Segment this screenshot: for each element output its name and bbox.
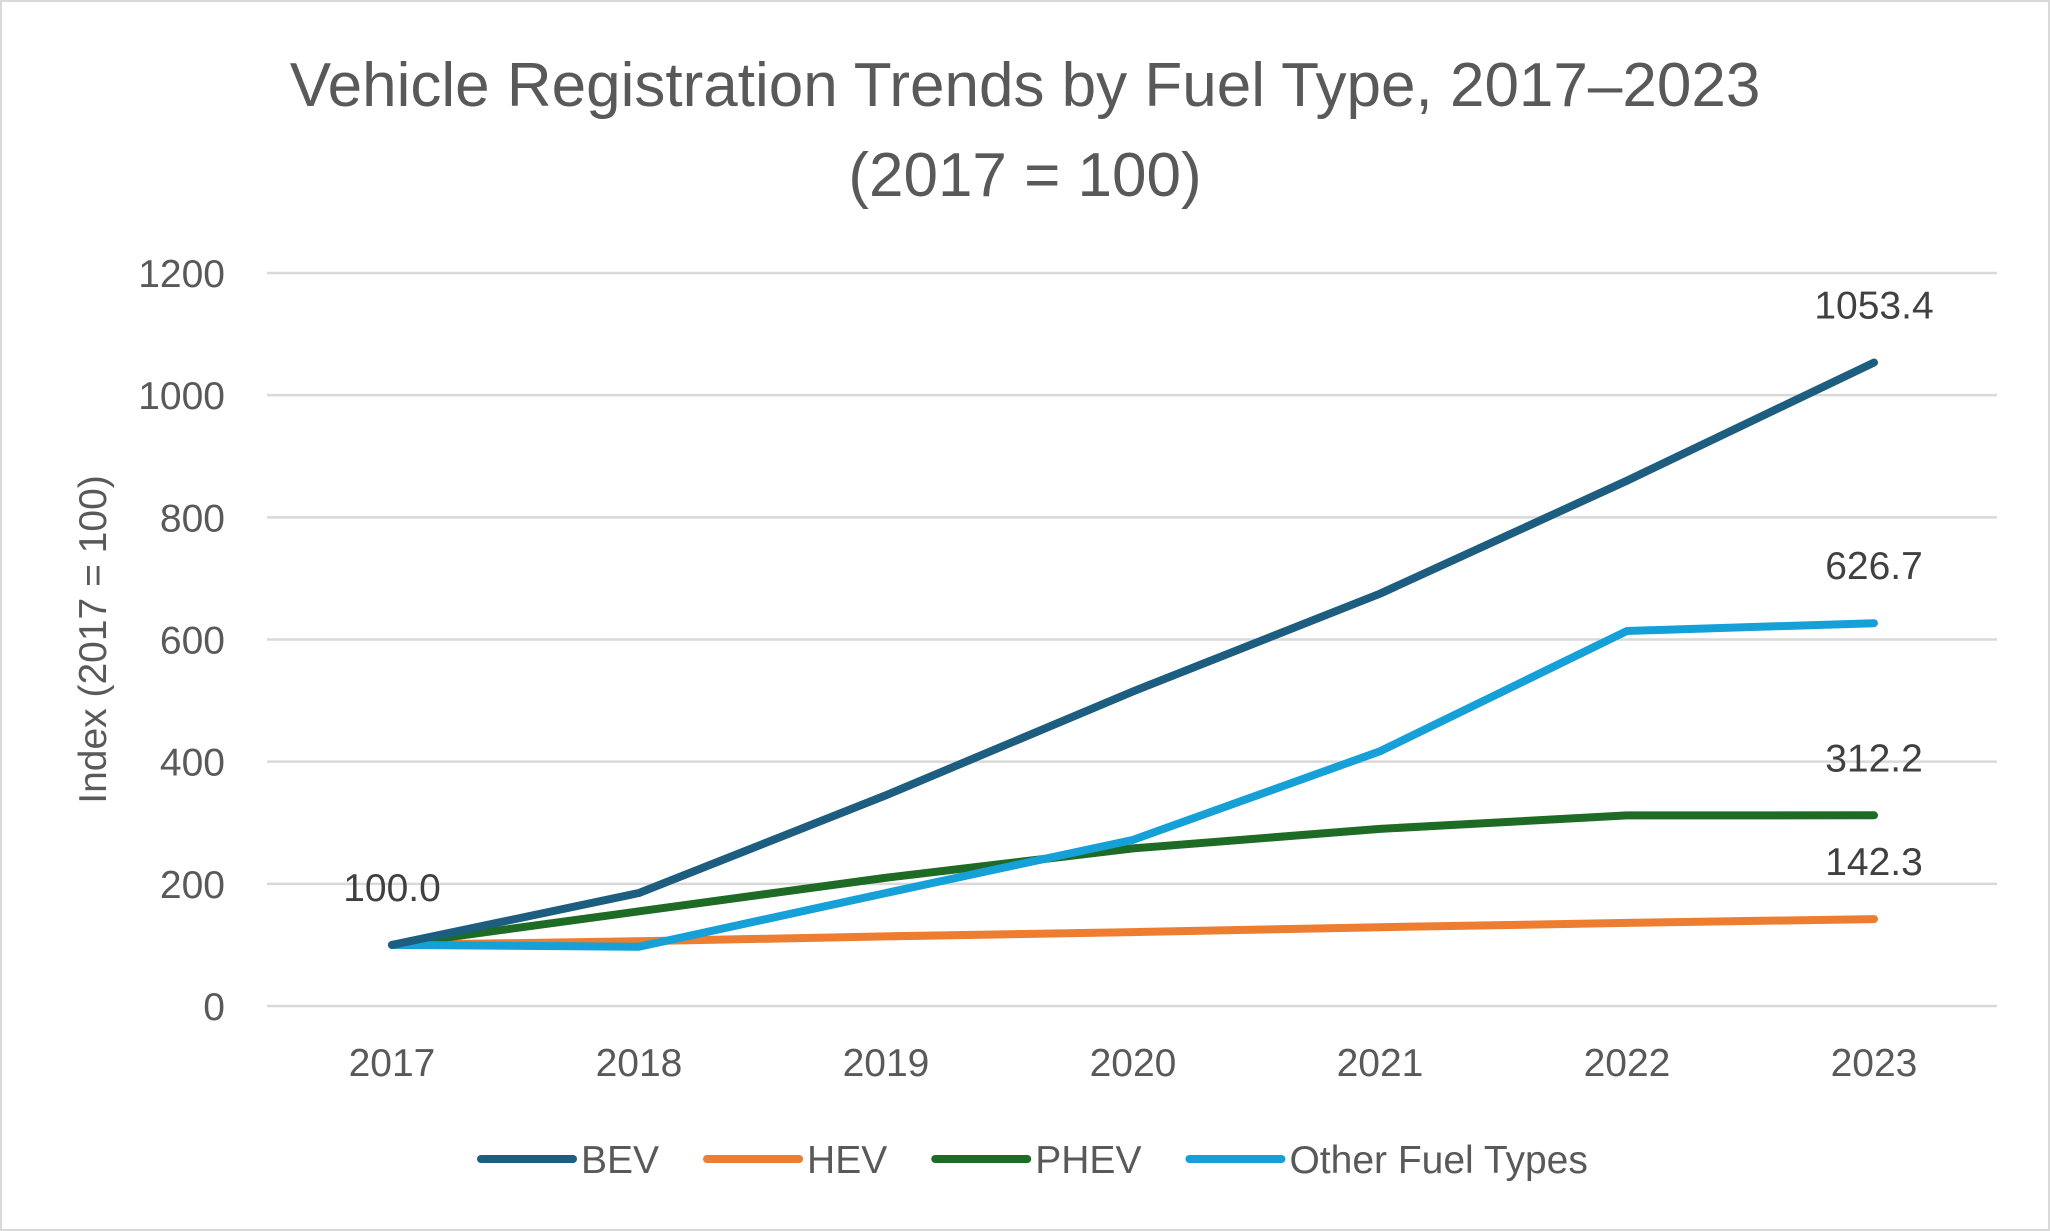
x-tick-label-2017: 2017 [349, 1042, 436, 1085]
y-tick-label-600: 600 [160, 620, 225, 663]
x-tick-label-2023: 2023 [1831, 1042, 1918, 1085]
data-point-hev-2021 [1379, 926, 1381, 928]
chart-title: Vehicle Registration Trends by Fuel Type… [290, 51, 1761, 210]
y-tick-label-1200: 1200 [138, 253, 225, 296]
x-tick-label-2018: 2018 [596, 1042, 683, 1085]
data-point-hev-2020 [1132, 931, 1134, 933]
y-tick-label-200: 200 [160, 864, 225, 907]
data-point-bev-2017 [391, 944, 393, 946]
data-point-bev-2023 [1873, 362, 1875, 364]
data-point-other-fuel-types-2019 [885, 892, 887, 894]
data-point-hev-2023 [1873, 918, 1875, 920]
legend-item-phev: PHEV [931, 1139, 1141, 1182]
y-axis-tick-labels: 0 200 400 600 800 1000 1200 [138, 253, 225, 1029]
y-tick-label-1000: 1000 [138, 375, 225, 418]
legend-label-hev: HEV [807, 1139, 887, 1182]
data-point-phev-2018 [638, 910, 640, 912]
y-tick-label-0: 0 [203, 986, 225, 1029]
x-tick-label-2021: 2021 [1337, 1042, 1424, 1085]
data-point-bev-2022 [1626, 480, 1628, 482]
x-tick-label-2019: 2019 [843, 1042, 930, 1085]
x-axis-tick-labels: 2017 2018 2019 2020 2021 2022 2023 [349, 1042, 1918, 1085]
gridlines [267, 271, 1997, 1008]
data-point-other-fuel-types-2022 [1626, 630, 1628, 632]
data-point-bev-2018 [638, 892, 640, 894]
data-label-bev-2023: 1053.4 [1814, 285, 1933, 328]
data-point-bev-2020 [1132, 690, 1134, 692]
data-point-bev-2021 [1379, 593, 1381, 595]
legend-item-hev: HEV [703, 1139, 887, 1182]
x-tick-label-2022: 2022 [1584, 1042, 1671, 1085]
series-line-bev [388, 358, 1878, 949]
data-label-other-fuel-types-2023: 626.7 [1825, 545, 1923, 588]
data-point-hev-2018 [638, 940, 640, 942]
chart-title-line-2: (2017 = 100) [848, 141, 1201, 210]
data-point-other-fuel-types-2021 [1379, 750, 1381, 752]
data-point-hev-2022 [1626, 922, 1628, 924]
y-axis-title-group: Index (2017 = 100) [72, 475, 115, 804]
data-point-hev-2019 [885, 935, 887, 937]
series-bev [388, 358, 1878, 949]
series-hev [388, 915, 1878, 949]
legend: BEV HEV PHEV Other Fuel Types [477, 1139, 1588, 1182]
legend-item-bev: BEV [477, 1139, 659, 1182]
legend-label-other-fuel-types: Other Fuel Types [1289, 1139, 1587, 1182]
legend-item-other-fuel-types: Other Fuel Types [1185, 1139, 1588, 1182]
data-label-phev-2023: 312.2 [1825, 737, 1923, 780]
y-tick-label-800: 800 [160, 497, 225, 540]
y-axis-title: Index (2017 = 100) [72, 475, 115, 804]
data-point-phev-2021 [1379, 828, 1381, 830]
data-point-other-fuel-types-2018 [638, 946, 640, 948]
data-point-bev-2019 [885, 794, 887, 796]
data-label-bev-2017: 100.0 [343, 867, 441, 910]
data-label-hev-2023: 142.3 [1825, 841, 1923, 884]
data-point-phev-2023 [1873, 814, 1875, 816]
legend-label-bev: BEV [581, 1139, 659, 1182]
x-tick-label-2020: 2020 [1090, 1042, 1177, 1085]
data-point-other-fuel-types-2023 [1873, 622, 1875, 624]
y-tick-label-400: 400 [160, 742, 225, 785]
legend-label-phev: PHEV [1035, 1139, 1141, 1182]
data-point-other-fuel-types-2020 [1132, 839, 1134, 841]
data-labels: 100.0 1053.4 626.7 312.2 142.3 [343, 285, 1933, 910]
data-point-phev-2020 [1132, 847, 1134, 849]
chart-title-line-1: Vehicle Registration Trends by Fuel Type… [290, 51, 1761, 120]
data-point-phev-2019 [885, 877, 887, 879]
data-point-phev-2022 [1626, 814, 1628, 816]
data-series [388, 358, 1878, 951]
